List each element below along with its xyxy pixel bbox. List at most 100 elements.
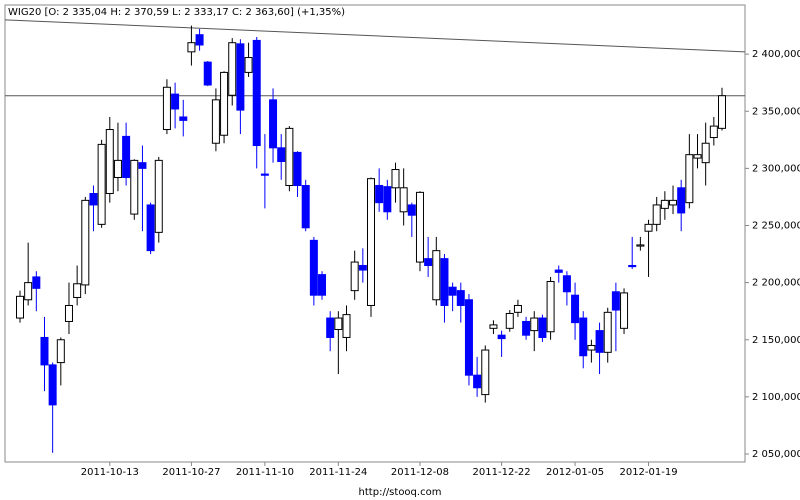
candle-body (195, 34, 204, 46)
candle-body (162, 86, 171, 131)
candle-body (636, 244, 645, 247)
candle-body (32, 276, 41, 289)
candle-body (677, 187, 686, 214)
candle-body (236, 43, 245, 111)
candle-body (391, 169, 400, 189)
footer: http://stooq.com (359, 487, 442, 498)
candle-body (407, 204, 416, 216)
candle-body (587, 344, 596, 351)
candle-body (40, 336, 49, 366)
x-tick-label: 2012-01-05 (546, 467, 604, 478)
candle-body (16, 295, 24, 319)
candle-body (603, 311, 612, 353)
y-tick-label: 2 150,000 (752, 335, 800, 346)
candle-body (546, 280, 555, 333)
y-tick-label: 2 100,000 (752, 392, 800, 403)
candle-body (644, 223, 653, 232)
candle-body (252, 39, 261, 147)
candle-body (154, 159, 163, 233)
candle-body (660, 199, 669, 209)
candle-body (415, 191, 424, 263)
candle-body (562, 275, 571, 293)
candle-body (179, 116, 188, 121)
candle-body (367, 178, 375, 306)
candle-body (350, 261, 359, 292)
candle-body (595, 330, 604, 353)
candle-body (620, 292, 629, 329)
candle-body (334, 317, 343, 330)
candle-body (342, 314, 351, 338)
candle-body (424, 258, 433, 266)
candle-body (301, 185, 310, 229)
candle-body (56, 339, 65, 364)
candle-body (97, 143, 106, 225)
candle-body (709, 125, 718, 139)
x-tick-label: 2011-10-27 (162, 467, 220, 478)
candle-body (309, 239, 318, 296)
candle-body (628, 264, 637, 268)
y-tick-label: 2 350,000 (752, 106, 800, 117)
candle-body (260, 173, 269, 176)
candle-body (105, 129, 114, 195)
candle-body (203, 61, 212, 86)
candle-body (146, 204, 155, 252)
candle-body (432, 250, 441, 301)
candle-body (481, 349, 490, 396)
chart-title: WIG20 [O: 2 335,04 H: 2 370,59 L: 2 333,… (8, 7, 345, 18)
candle-body (81, 199, 90, 286)
candle-body (318, 274, 327, 296)
candle-body (358, 264, 367, 271)
candle-body (138, 162, 147, 169)
candle-body (244, 57, 253, 73)
candle-body (73, 283, 82, 298)
candle-body (538, 317, 547, 338)
x-tick-label: 2011-12-22 (473, 467, 531, 478)
candle-body (211, 99, 220, 144)
candle-body (122, 135, 131, 179)
candle-body (505, 312, 514, 329)
trendline (4, 19, 746, 53)
y-tick-label: 2 250,000 (752, 221, 800, 232)
y-tick-label: 2 050,000 (752, 449, 800, 460)
candle-body (113, 159, 122, 179)
y-tick-label: 2 400,000 (752, 49, 800, 60)
candle-body (513, 304, 522, 313)
candle-body (571, 294, 580, 324)
candle-body (456, 290, 465, 306)
candle-body (611, 291, 620, 311)
candle-body (383, 186, 392, 213)
candle-body (399, 187, 408, 213)
candle-body (228, 42, 237, 96)
x-tick-label: 2011-11-10 (236, 467, 294, 478)
y-tick-label: 2 300,000 (752, 163, 800, 174)
candle-body (187, 42, 196, 53)
candle-body (652, 204, 661, 225)
candle-body (554, 269, 563, 273)
candle-body (89, 193, 98, 206)
y-tick-label: 2 200,000 (752, 278, 800, 289)
candle-body (693, 154, 702, 159)
x-tick-label: 2011-12-08 (391, 467, 449, 478)
candle-body (579, 317, 588, 357)
candle-body (293, 151, 302, 187)
candle-body (24, 282, 33, 301)
candle-body (489, 324, 498, 329)
candle-body (522, 320, 531, 336)
candle-body (285, 127, 294, 187)
x-tick-label: 2012-01-19 (619, 467, 677, 478)
candle-body (440, 258, 449, 306)
candle-body (464, 299, 473, 376)
candle-body (685, 154, 694, 204)
candle-body (448, 286, 457, 296)
x-tick-label: 2011-10-13 (81, 467, 139, 478)
candle-body (171, 93, 180, 110)
candle-body (48, 364, 57, 406)
candle-body (669, 199, 678, 206)
candle-body (530, 317, 539, 332)
candle-body (326, 317, 335, 338)
candle-body (64, 304, 73, 322)
candle-body (277, 147, 286, 163)
candle-body (269, 99, 278, 149)
candle-body (497, 334, 506, 340)
